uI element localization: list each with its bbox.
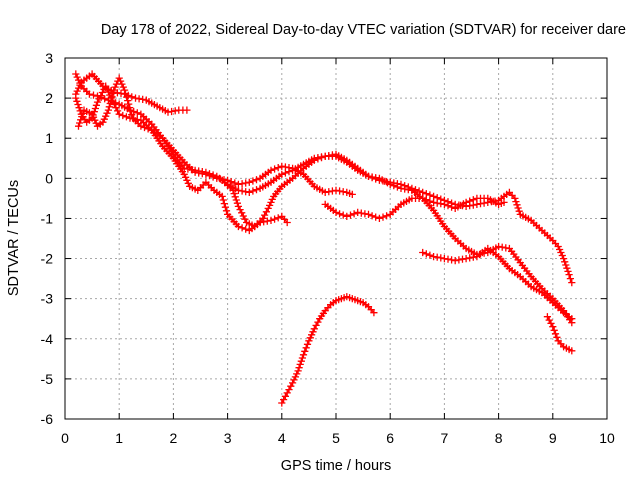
x-tick-label: 8 (495, 430, 503, 446)
series-markers (321, 194, 508, 222)
y-tick-label: 3 (45, 50, 53, 66)
x-tick-label: 3 (224, 430, 232, 446)
y-tick-label: -2 (41, 251, 54, 267)
y-tick-label: 0 (45, 170, 53, 186)
x-tick-label: 4 (278, 430, 286, 446)
x-tick-label: 5 (332, 430, 340, 446)
series-markers (543, 313, 576, 355)
y-tick-label: -1 (41, 210, 54, 226)
axis-ticks (64, 57, 608, 420)
series-line (281, 296, 375, 404)
x-tick-label: 2 (170, 430, 178, 446)
y-tick-label: -4 (41, 331, 54, 347)
data-series (72, 70, 576, 407)
y-tick-labels: -6 -5 -4 -3 -2 -1 0 1 2 3 (41, 50, 54, 427)
x-tick-label: 7 (441, 430, 449, 446)
series-track-h (278, 293, 378, 407)
x-tick-label: 0 (61, 430, 69, 446)
x-tick-labels: 0 1 2 3 4 5 6 7 8 9 10 (61, 430, 615, 446)
series-markers (72, 70, 576, 287)
y-tick-label: 2 (45, 90, 53, 106)
y-tick-label: -6 (41, 411, 54, 427)
series-track-g (419, 244, 576, 323)
chart-title: Day 178 of 2022, Sidereal Day-to-day VTE… (101, 22, 626, 38)
y-tick-label: 1 (45, 130, 53, 146)
series-markers (278, 293, 378, 407)
y-tick-label: -5 (41, 371, 54, 387)
x-tick-label: 1 (115, 430, 123, 446)
series-track-c (75, 74, 356, 198)
x-tick-label: 10 (599, 430, 615, 446)
series-track-a (72, 70, 576, 287)
series-track-i (543, 313, 576, 355)
series-markers (419, 244, 576, 323)
x-tick-label: 9 (549, 430, 557, 446)
series-markers (75, 74, 356, 198)
y-tick-label: -3 (41, 291, 54, 307)
series-track-d (72, 82, 291, 235)
series-track-f (321, 194, 508, 222)
y-axis-label: SDTVAR / TECUs (6, 180, 22, 296)
series-line (75, 73, 187, 113)
grid-lines (65, 58, 607, 419)
x-tick-label: 6 (386, 430, 394, 446)
x-axis-label: GPS time / hours (281, 458, 391, 474)
